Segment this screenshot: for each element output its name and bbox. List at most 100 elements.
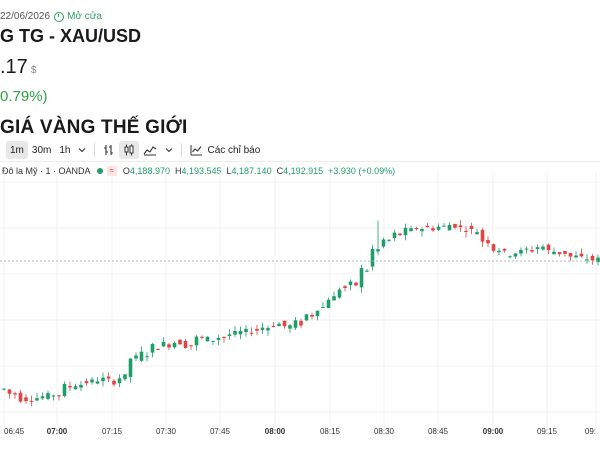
candle xyxy=(354,282,358,287)
candle-body xyxy=(40,396,45,399)
candle xyxy=(447,222,452,231)
symbol-title: G TG - XAU/USD xyxy=(0,26,142,46)
candle xyxy=(271,322,276,328)
candle-body xyxy=(255,328,259,331)
candle-body xyxy=(260,327,265,330)
bar-style-button[interactable] xyxy=(99,141,119,159)
candle-body xyxy=(216,337,221,340)
candle xyxy=(101,372,105,387)
open-value: 4,188.970 xyxy=(129,166,170,176)
candle xyxy=(35,392,39,402)
candle-body xyxy=(266,328,270,331)
time-tick-label: 09:00 xyxy=(483,427,504,436)
candle xyxy=(480,228,485,247)
candle xyxy=(2,387,6,391)
interval-30m-button[interactable]: 30m xyxy=(31,144,52,156)
candle-body xyxy=(392,232,397,238)
close-label: C xyxy=(276,166,284,176)
candle-body xyxy=(13,393,17,395)
candle-body xyxy=(354,282,358,286)
candle xyxy=(150,342,155,358)
candle-body xyxy=(574,255,578,258)
candle-body xyxy=(579,253,584,257)
candles-style-button[interactable] xyxy=(119,141,140,159)
candle xyxy=(238,326,243,340)
candle-body xyxy=(359,268,364,288)
candle-body xyxy=(117,378,122,384)
candle xyxy=(29,395,34,407)
candle-body xyxy=(68,385,72,388)
candle-body xyxy=(51,395,56,397)
candle-body xyxy=(546,244,551,251)
candle-body xyxy=(222,336,226,338)
date-text: 22/06/2026 xyxy=(0,11,51,22)
candle-body xyxy=(2,388,6,390)
candle xyxy=(178,338,182,345)
candle xyxy=(563,250,567,257)
candle-body xyxy=(568,253,573,257)
candle-body xyxy=(321,306,325,308)
candle-body xyxy=(403,227,408,236)
candle xyxy=(90,377,94,385)
area-style-button[interactable] xyxy=(139,141,161,159)
candle-body xyxy=(183,340,188,348)
candle-body xyxy=(497,250,501,253)
candle-body xyxy=(84,381,89,384)
chart-type-dropdown-button[interactable] xyxy=(161,141,177,159)
high-label: H xyxy=(174,166,182,176)
candle xyxy=(508,255,512,259)
indicators-label: Các chỉ báo xyxy=(207,144,261,156)
candle xyxy=(18,389,23,403)
candle-body xyxy=(381,239,386,247)
candle xyxy=(486,236,490,248)
candle xyxy=(304,313,309,322)
candle xyxy=(491,243,496,253)
candle-body xyxy=(128,358,133,377)
candle-body xyxy=(552,251,556,255)
candle xyxy=(282,320,287,329)
candle-body xyxy=(431,228,435,231)
candle-body xyxy=(557,252,562,255)
indicators-button[interactable]: Các chỉ báo xyxy=(186,141,264,159)
candle xyxy=(211,340,215,346)
candle xyxy=(128,358,133,383)
low-value: 4,187.140 xyxy=(231,166,272,176)
chart-legend: Đô la Mỹ · 1 · OANDA ≈ O 4,188.970 H 4,193… xyxy=(0,166,395,176)
candle-body xyxy=(271,326,276,328)
low-label: L xyxy=(226,166,232,176)
time-tick-label: 08:45 xyxy=(428,427,449,436)
candle xyxy=(332,291,336,301)
candle xyxy=(596,254,600,266)
candle-body xyxy=(508,256,512,258)
date-line: 22/06/2026 Mở cửa xyxy=(0,11,102,22)
time-tick-label: 06:45 xyxy=(4,427,25,436)
candle xyxy=(475,228,479,235)
candle xyxy=(205,336,210,342)
candle-body xyxy=(475,232,479,235)
candle-body xyxy=(244,328,248,333)
toolbar-divider xyxy=(181,143,183,157)
interval-dropdown-button[interactable] xyxy=(74,141,90,159)
candle-body xyxy=(502,248,507,251)
candle-body xyxy=(73,386,78,390)
candle xyxy=(541,244,545,251)
candle-body xyxy=(293,320,298,328)
candle xyxy=(574,251,578,258)
candle xyxy=(299,318,303,328)
price-change: 0.79%) xyxy=(0,88,48,105)
data-badge[interactable]: ≈ xyxy=(106,166,117,176)
candle xyxy=(293,316,298,330)
interval-1m-button[interactable]: 1m xyxy=(6,141,28,159)
time-tick-label: 08:30 xyxy=(374,427,395,436)
candle-body xyxy=(409,228,413,232)
candle xyxy=(557,252,562,257)
candle-body xyxy=(101,377,105,382)
candle xyxy=(216,334,221,345)
interval-1h-button[interactable]: 1h xyxy=(59,144,71,156)
candle xyxy=(68,381,72,392)
candle xyxy=(310,312,314,320)
candle xyxy=(343,284,347,292)
candle xyxy=(398,233,402,236)
candle xyxy=(420,227,424,237)
